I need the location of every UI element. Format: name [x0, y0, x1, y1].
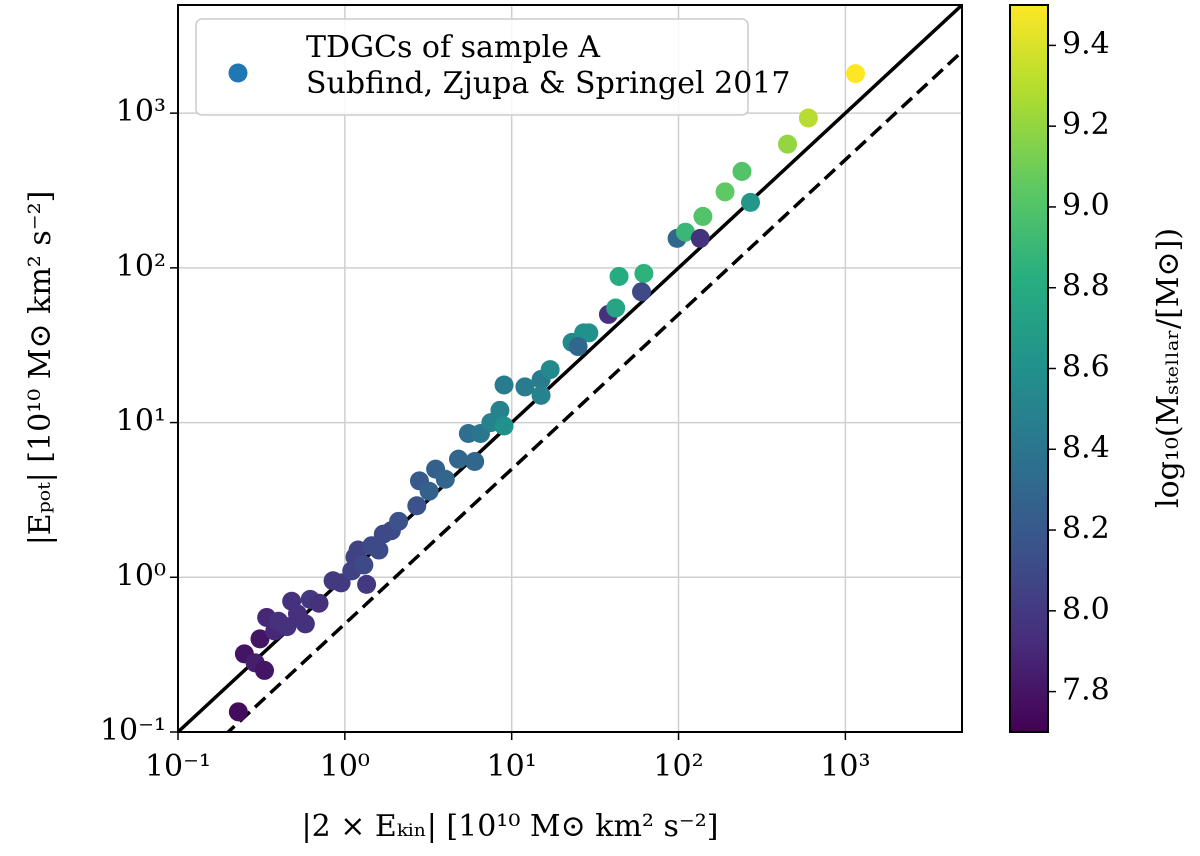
legend-box	[195, 18, 749, 116]
colorbar	[1009, 4, 1049, 733]
data-point	[715, 182, 735, 202]
legend-marker	[228, 63, 248, 83]
data-point	[609, 266, 629, 286]
data-point	[634, 263, 654, 283]
data-point	[407, 496, 427, 516]
data-point	[250, 629, 270, 649]
y-axis-label: |Eₚₒₜ| [10¹⁰ M⊙ km² s⁻²]	[23, 191, 58, 546]
x-tick-label: 10⁻¹	[145, 749, 211, 784]
data-point	[732, 161, 752, 181]
colorbar-tick-label: 8.2	[1062, 511, 1110, 546]
data-point	[798, 108, 818, 128]
data-point	[690, 228, 710, 248]
data-point	[675, 222, 695, 242]
x-axis-label: |2 × Eₖᵢₙ| [10¹⁰ M⊙ km² s⁻²]	[302, 809, 719, 844]
data-point	[568, 337, 588, 357]
data-point	[540, 360, 560, 380]
colorbar-tick-label: 9.2	[1062, 107, 1110, 142]
data-point	[632, 282, 652, 302]
y-tick-label: 10²	[116, 249, 166, 284]
colorbar-tick-label: 8.6	[1062, 350, 1110, 385]
data-point	[846, 64, 866, 84]
y-tick-label: 10⁰	[116, 558, 166, 593]
colorbar-tick-label: 8.0	[1062, 592, 1110, 627]
data-point	[606, 298, 626, 318]
data-point	[449, 449, 469, 469]
data-point	[228, 702, 248, 722]
y-tick-label: 10³	[116, 94, 166, 129]
data-point	[419, 481, 439, 501]
data-point	[369, 540, 389, 560]
axes-frame	[177, 4, 963, 733]
colorbar-tick-label: 9.0	[1062, 188, 1110, 223]
colorbar-tick-label: 8.4	[1062, 430, 1110, 465]
colorbar-tick-label: 7.8	[1062, 673, 1110, 708]
y-tick-label: 10¹	[116, 404, 166, 439]
data-point	[494, 416, 514, 436]
data-point	[490, 400, 510, 420]
y-tick-label: 10⁻¹	[100, 713, 166, 748]
colorbar-tick-label: 9.4	[1062, 26, 1110, 61]
data-point	[465, 452, 485, 472]
data-point	[389, 511, 409, 531]
colorbar-tick-label: 8.8	[1062, 269, 1110, 304]
data-point	[255, 660, 275, 680]
data-point	[309, 593, 329, 613]
data-point	[277, 617, 297, 637]
x-tick-label: 10⁰	[320, 749, 370, 784]
data-point	[778, 134, 798, 154]
data-point	[295, 614, 315, 634]
data-point	[693, 206, 713, 226]
data-point	[741, 192, 761, 212]
data-point	[531, 385, 551, 405]
x-tick-label: 10³	[820, 749, 870, 784]
colorbar-label: log₁₀(Mₛₜₑₗₗₐᵣ/[M⊙])	[1151, 228, 1186, 508]
data-point	[579, 323, 599, 343]
data-point	[354, 555, 374, 575]
data-point	[494, 375, 514, 395]
legend-label: Subfind, Zjupa & Springel 2017	[306, 66, 790, 101]
legend-label: TDGCs of sample A	[306, 30, 600, 65]
x-tick-label: 10¹	[487, 749, 537, 784]
data-point	[435, 469, 455, 489]
data-point	[515, 377, 535, 397]
reference-line	[225, 50, 962, 732]
data-point	[357, 574, 377, 594]
x-tick-label: 10²	[653, 749, 703, 784]
reference-line	[178, 5, 962, 732]
